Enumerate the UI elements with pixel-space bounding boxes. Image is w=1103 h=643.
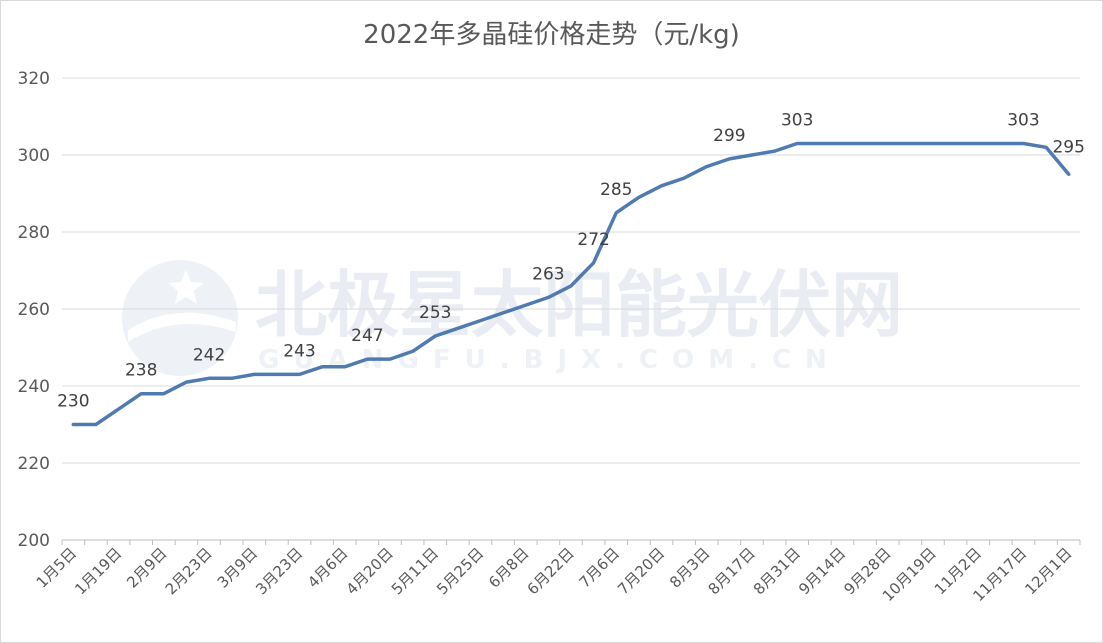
series-line-group: [71, 141, 1071, 427]
data-label: 303: [781, 110, 813, 130]
x-tick-label: 8月17日: [705, 544, 759, 598]
data-label: 285: [600, 180, 632, 200]
x-tick-label: 1月19日: [71, 544, 125, 598]
data-label: 230: [57, 392, 89, 412]
y-tick-label: 200: [18, 531, 50, 551]
x-tick-label: 8月31日: [750, 544, 804, 598]
series-line: [71, 141, 1071, 427]
x-tick-label: 9月14日: [795, 544, 849, 598]
data-label: 238: [125, 361, 157, 381]
y-tick-label: 220: [18, 454, 50, 474]
watermark: 北极星太阳能光伏网 GUANGFU.BJX.COM.CN: [122, 260, 903, 376]
y-tick-label: 260: [18, 300, 50, 320]
x-tick-label: 4月20日: [343, 544, 397, 598]
data-label: 242: [193, 345, 225, 365]
data-label: 253: [419, 303, 451, 323]
watermark-logo-icon: [122, 260, 238, 376]
x-tick-label: 5月11日: [388, 544, 442, 598]
watermark-sub-text: GUANGFU.BJX.COM.CN: [258, 345, 841, 375]
x-tick-label: 6月22日: [524, 544, 578, 598]
x-tick-label: 7月20日: [614, 544, 668, 598]
y-tick-label: 280: [18, 223, 50, 243]
x-axis: 1月5日1月19日2月9日2月23日3月9日3月23日4月6日4月20日5月11…: [33, 539, 1081, 605]
x-tick-label: 3月23日: [252, 544, 306, 598]
y-axis: 200 220 240 260 280 300 320: [18, 69, 50, 551]
x-tick-label: 5月25日: [433, 544, 487, 598]
data-label: 243: [283, 341, 315, 361]
y-tick-label: 240: [18, 377, 50, 397]
data-label: 303: [1007, 110, 1039, 130]
data-label: 263: [532, 264, 564, 284]
data-label: 295: [1052, 137, 1084, 157]
data-label: 299: [713, 126, 745, 146]
x-tick-label: 12月1日: [1021, 544, 1075, 598]
x-tick-label: 2月23日: [162, 544, 216, 598]
data-labels: 230 238 242 243 247 253 263 272 285 299 303 303 295: [57, 110, 1085, 411]
y-tick-label: 320: [18, 69, 50, 89]
chart-title: 2022年多晶硅价格走势（元/kg): [363, 20, 740, 50]
grid-lines: [62, 77, 1080, 541]
data-label: 247: [351, 326, 383, 346]
data-label: 272: [577, 230, 609, 250]
y-tick-label: 300: [18, 146, 50, 166]
